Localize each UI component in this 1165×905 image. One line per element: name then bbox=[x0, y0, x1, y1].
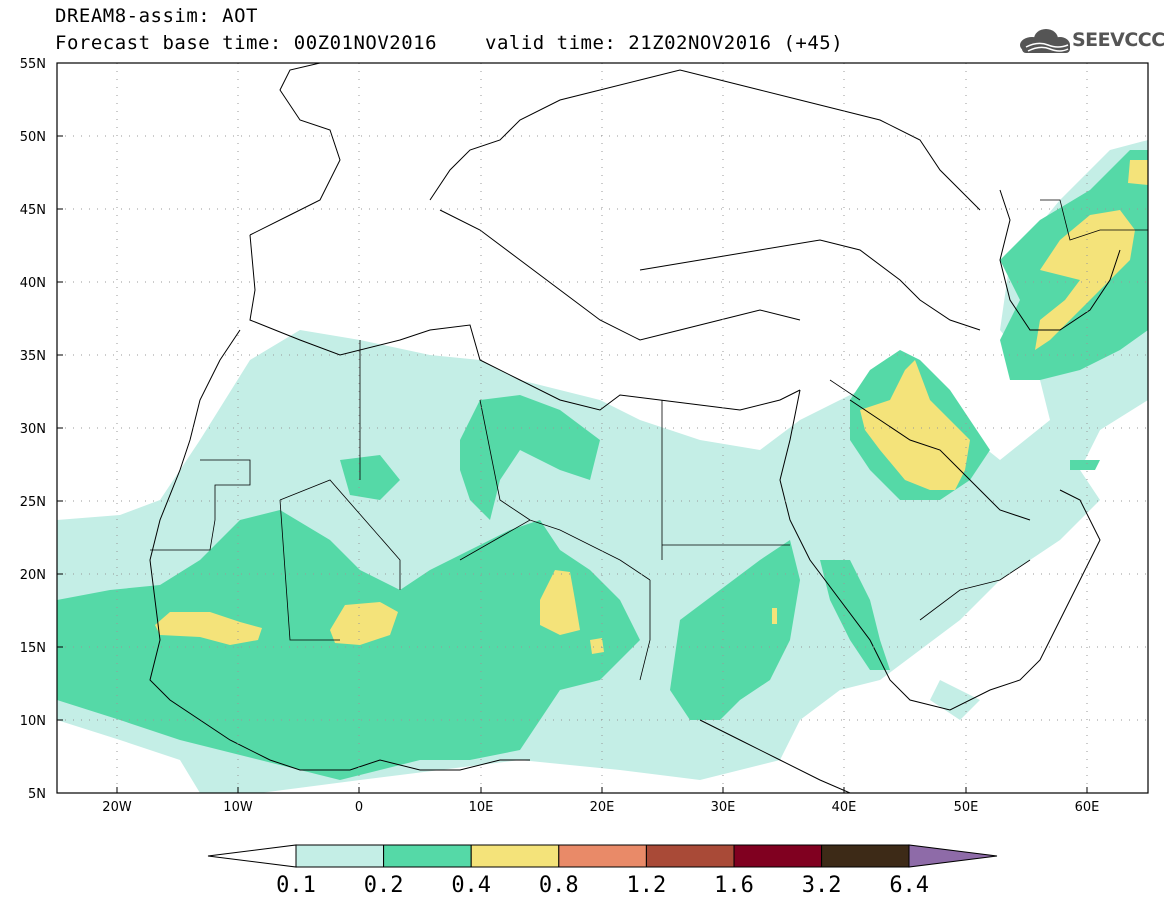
aot-field bbox=[57, 63, 1148, 793]
colorbar: 0.1 0.2 0.4 0.8 1.2 1.6 3.2 6.4 bbox=[207, 844, 998, 898]
lon-label: 0 bbox=[355, 800, 363, 815]
colorbar-over-triangle bbox=[908, 844, 998, 868]
lon-label: 20W bbox=[102, 800, 132, 815]
latitude-labels: 55N 50N 45N 40N 35N 30N 25N 20N 15N 10N … bbox=[20, 57, 46, 802]
lon-label: 20E bbox=[590, 800, 615, 815]
map-title: DREAM8-assim: AOT bbox=[55, 5, 258, 27]
colorbar-swatch bbox=[295, 844, 385, 868]
colorbar-label: 0.4 bbox=[451, 873, 491, 898]
lat-label: 45N bbox=[20, 203, 46, 218]
colorbar-label: 6.4 bbox=[889, 873, 929, 898]
colorbar-swatch bbox=[733, 844, 823, 868]
lon-label: 40E bbox=[832, 800, 857, 815]
lon-label: 10W bbox=[223, 800, 253, 815]
lon-label: 10E bbox=[469, 800, 494, 815]
lat-label: 55N bbox=[20, 57, 46, 72]
colorbar-under-triangle bbox=[207, 844, 297, 868]
colorbar-swatch bbox=[470, 844, 560, 868]
lon-label: 30E bbox=[711, 800, 736, 815]
colorbar-swatch bbox=[821, 844, 910, 868]
lat-label: 15N bbox=[20, 641, 46, 656]
axis-ticks bbox=[57, 62, 1088, 793]
colorbar-label: 0.1 bbox=[276, 873, 316, 898]
colorbar-swatch bbox=[558, 844, 647, 868]
coastlines bbox=[149, 63, 1121, 793]
lat-label: 5N bbox=[28, 787, 46, 802]
lat-label: 50N bbox=[20, 130, 46, 145]
colorbar-swatch bbox=[645, 844, 735, 868]
lat-label: 30N bbox=[20, 422, 46, 437]
colorbar-label: 0.2 bbox=[364, 873, 404, 898]
forecast-base-time: Forecast base time: 00Z01NOV2016 bbox=[55, 32, 438, 54]
lat-label: 10N bbox=[20, 714, 46, 729]
longitude-labels: 20W 10W 0 10E 20E 30E 40E 50E 60E bbox=[102, 800, 1099, 815]
lat-label: 25N bbox=[20, 495, 46, 510]
lon-label: 60E bbox=[1075, 800, 1100, 815]
logo-text: SEEVCCC bbox=[1072, 29, 1165, 51]
colorbar-swatch bbox=[383, 844, 472, 868]
colorbar-label: 0.8 bbox=[539, 873, 579, 898]
colorbar-label: 1.2 bbox=[627, 873, 667, 898]
lon-label: 50E bbox=[954, 800, 979, 815]
graticule bbox=[57, 63, 1148, 793]
colorbar-label: 3.2 bbox=[802, 873, 842, 898]
valid-time: valid time: 21Z02NOV2016 (+45) bbox=[485, 32, 844, 54]
colorbar-label: 1.6 bbox=[714, 873, 754, 898]
country-borders bbox=[150, 199, 1148, 681]
aot-level-0.4 bbox=[155, 160, 1148, 654]
lat-label: 20N bbox=[20, 568, 46, 583]
lat-label: 35N bbox=[20, 349, 46, 364]
cloud-logo-icon bbox=[1020, 29, 1070, 53]
lat-label: 40N bbox=[20, 276, 46, 291]
